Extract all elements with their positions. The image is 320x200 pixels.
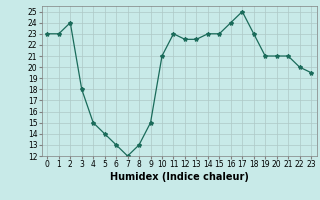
- X-axis label: Humidex (Indice chaleur): Humidex (Indice chaleur): [110, 172, 249, 182]
